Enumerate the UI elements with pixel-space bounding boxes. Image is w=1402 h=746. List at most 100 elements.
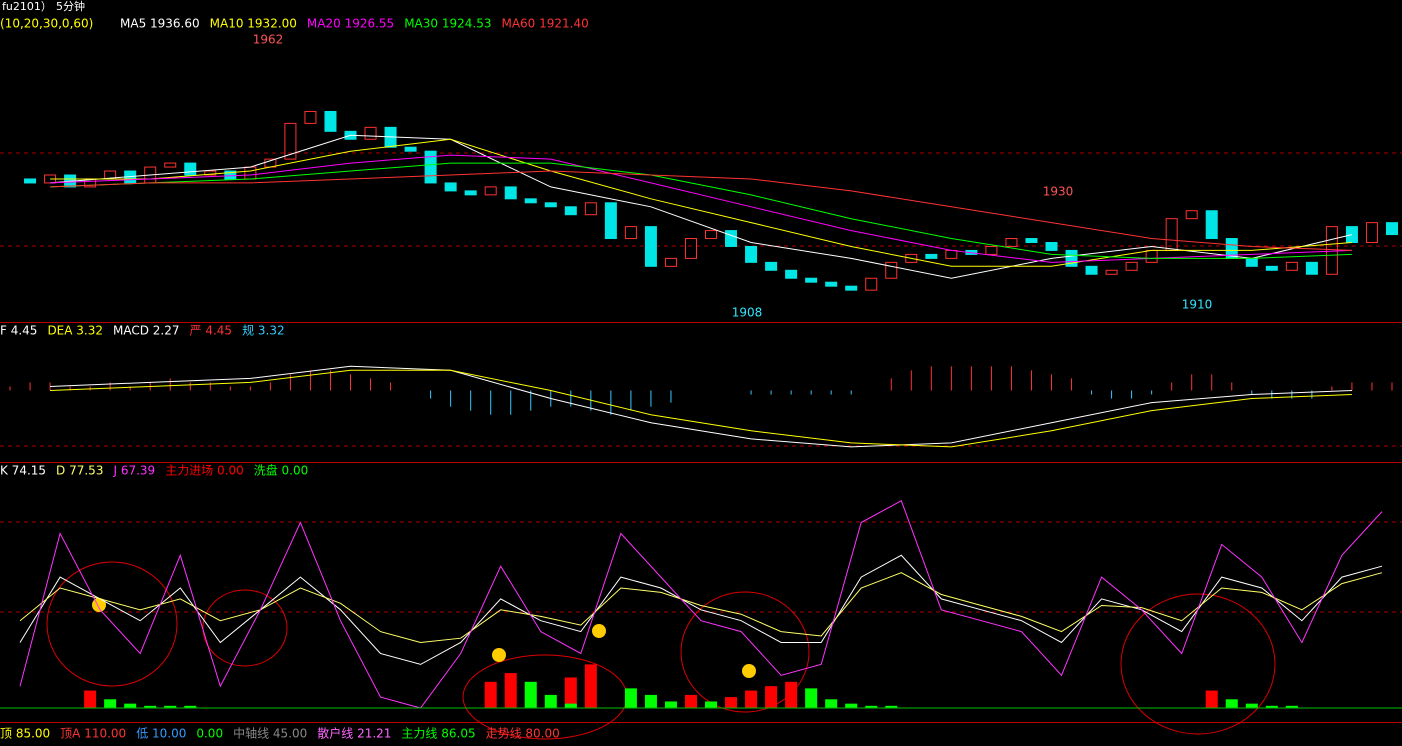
candle	[324, 110, 337, 132]
candle	[825, 281, 838, 287]
signal-bar	[564, 703, 577, 708]
legend-entry: J 67.39	[112, 464, 155, 478]
candle	[885, 261, 898, 279]
series-line	[50, 369, 1352, 448]
signal-bar	[184, 705, 197, 708]
legend-entry: DEA 3.32	[47, 324, 103, 338]
signal-bar	[805, 688, 818, 708]
signal-bar	[1265, 705, 1278, 708]
candle	[1065, 249, 1078, 267]
signal-bar	[1205, 690, 1218, 708]
signal-bar	[644, 694, 657, 708]
candle	[1125, 261, 1138, 271]
legend-entry: MA5 1936.60	[120, 17, 200, 31]
candle	[1085, 265, 1098, 275]
legend-entry: MA60 1921.40	[501, 17, 588, 31]
circles	[46, 561, 1276, 740]
candle	[1185, 210, 1198, 220]
period[interactable]: 5分钟	[56, 0, 85, 13]
signal-bar	[885, 705, 898, 708]
candle	[1005, 238, 1018, 247]
candle	[524, 198, 537, 204]
candle	[364, 126, 377, 140]
candle	[985, 245, 998, 255]
signal-bar	[765, 686, 778, 708]
footer-label: 主力线 86.05	[401, 727, 475, 741]
footer-label: 散户线 21.21	[317, 726, 391, 741]
ma-params: (10,20,30,0,60)	[0, 17, 93, 31]
candle	[1105, 269, 1118, 275]
candle	[905, 253, 918, 263]
candle	[164, 162, 177, 168]
series-line	[50, 162, 1352, 259]
candle	[1245, 257, 1258, 267]
legend-entry: MA30 1924.53	[404, 17, 491, 31]
candle	[1345, 226, 1358, 243]
candle	[845, 285, 858, 291]
candle	[1385, 222, 1398, 236]
candle	[1025, 238, 1038, 244]
signal-bar	[624, 688, 637, 708]
legend-entry: F 4.45	[0, 324, 37, 338]
candle	[484, 186, 497, 196]
indicator-label: 规 3.32	[242, 323, 285, 338]
footer-label: 0.00	[196, 727, 223, 741]
candle	[444, 182, 457, 192]
footer-label: 顶A 110.00	[60, 727, 126, 741]
signal-bar	[144, 705, 157, 708]
candle	[644, 226, 657, 267]
series-line	[19, 554, 1383, 665]
candle	[765, 261, 778, 271]
legend-entry: K 74.15	[0, 464, 46, 478]
price-annotation: 1930	[1043, 185, 1074, 199]
signal-bar	[544, 694, 557, 708]
guides	[0, 152, 1402, 613]
signal-bar	[664, 701, 677, 708]
signal-bar	[1225, 699, 1238, 708]
candle	[1325, 226, 1338, 275]
indicator-label: MACD 2.27	[113, 324, 180, 338]
candle	[1045, 242, 1058, 251]
candle	[24, 178, 37, 184]
legend-entry: 洗盘 0.00	[254, 463, 309, 478]
series-line	[19, 572, 1383, 644]
candle	[805, 277, 818, 283]
series-line	[50, 365, 1352, 448]
candle	[745, 245, 758, 263]
signal-bar	[164, 705, 177, 708]
candle	[584, 202, 597, 216]
signal-bar	[584, 664, 597, 708]
signal-bar	[705, 701, 718, 708]
legend-entry: D 77.53	[56, 464, 103, 478]
footer-label: 低 10.00	[136, 727, 186, 741]
signal-bar	[104, 699, 117, 708]
signal-bar	[484, 681, 497, 708]
signal-bar	[124, 703, 137, 708]
signal-bar	[785, 681, 798, 708]
candle	[1265, 265, 1278, 271]
legend-entry: MA10 1932.00	[210, 17, 297, 31]
symbol[interactable]: fu2101）	[2, 0, 52, 13]
signal-bar	[1285, 705, 1298, 708]
candle	[184, 162, 197, 176]
signal-bar	[684, 694, 697, 708]
candle	[564, 206, 577, 216]
candle	[925, 253, 938, 259]
footer-label: 走势线 80.00	[486, 727, 560, 741]
signal-bar	[524, 681, 537, 708]
legend-entry: MA20 1926.55	[307, 17, 394, 31]
footer-label: 顶 85.00	[0, 727, 50, 741]
candle	[304, 110, 317, 124]
signal-bar	[865, 705, 878, 708]
candle	[404, 146, 417, 152]
signal-bar	[1245, 703, 1258, 708]
candle	[504, 186, 517, 200]
series-line	[19, 499, 1383, 709]
candle	[1365, 222, 1378, 244]
candle	[284, 122, 297, 160]
candle	[544, 202, 557, 208]
signal-bar	[504, 673, 517, 708]
